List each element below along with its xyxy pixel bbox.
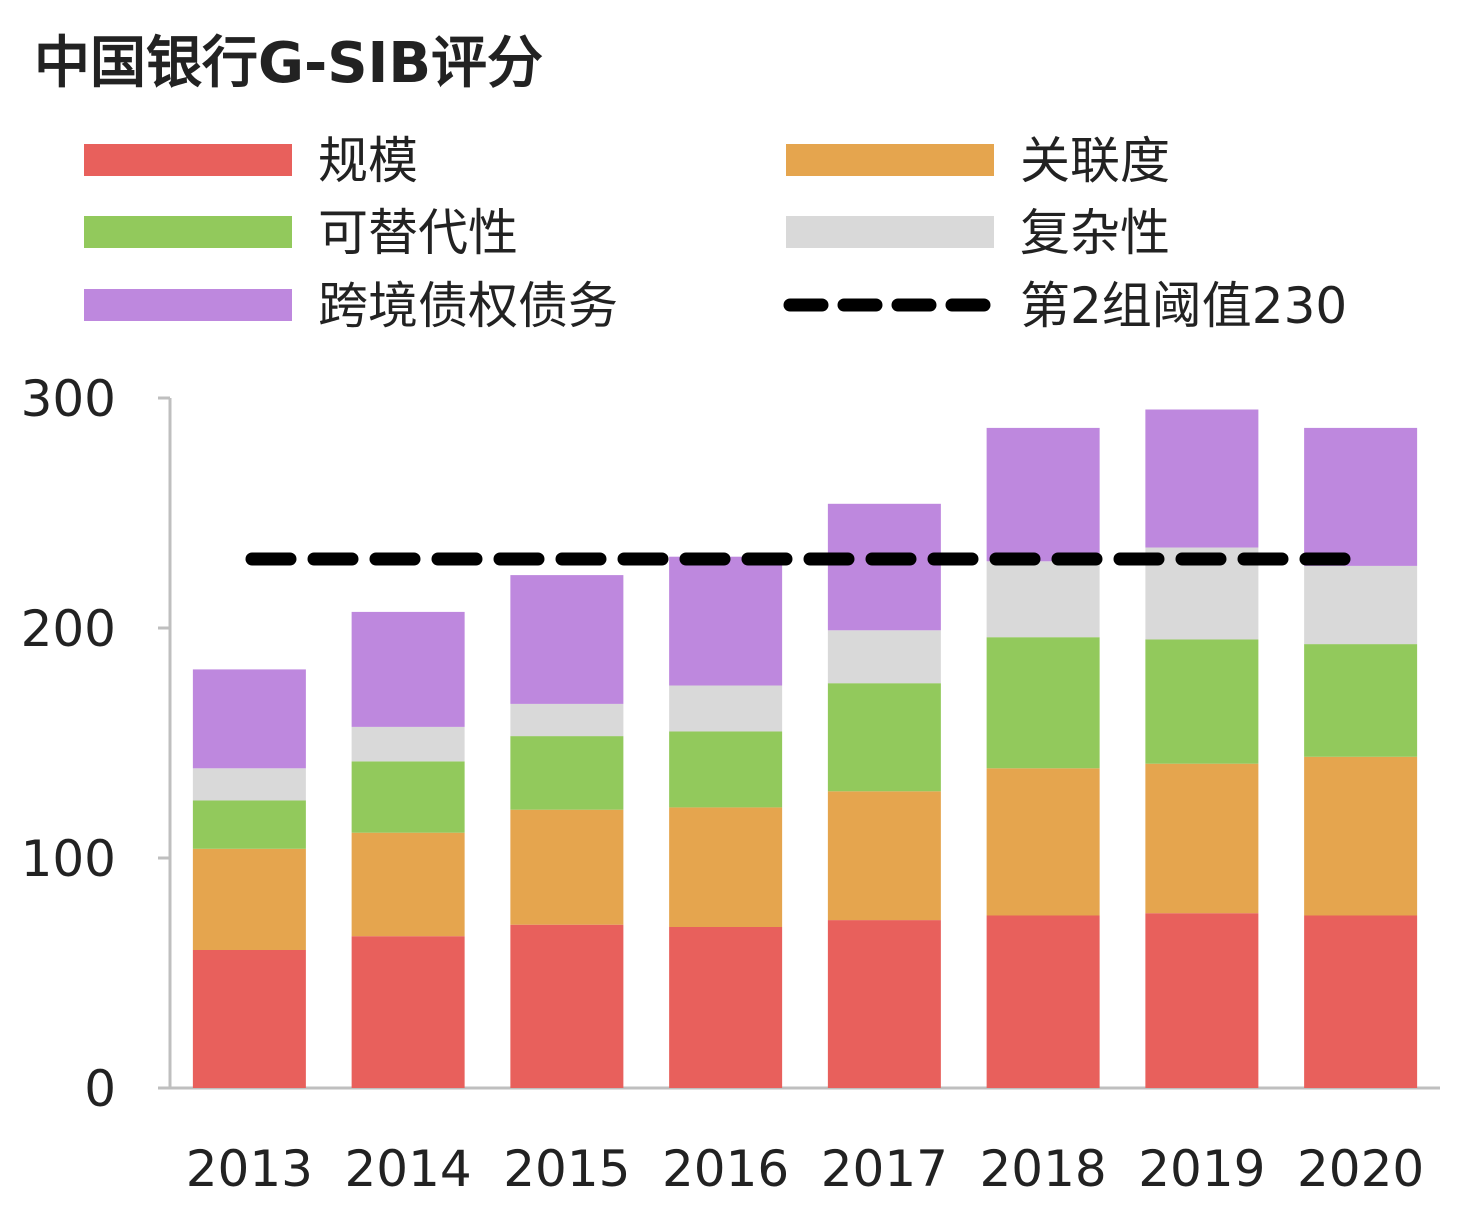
bar-segment (1304, 756, 1418, 916)
bar-segment (192, 800, 306, 849)
bar-segment (510, 736, 624, 810)
bar-segment (1304, 915, 1418, 1088)
bar-segment (192, 768, 306, 801)
bar-segment (669, 685, 783, 732)
bar-segment (986, 915, 1100, 1088)
bar-segment (827, 683, 941, 792)
bar-segment (192, 950, 306, 1088)
bar-segment (351, 832, 465, 937)
bar-segment (1145, 763, 1259, 914)
bar-segment (986, 768, 1100, 916)
bars (192, 409, 1418, 1088)
bar-segment (510, 809, 624, 925)
bar-segment (1304, 565, 1418, 645)
x-tick-label: 2013 (186, 1140, 313, 1198)
legend-label: 复杂性 (1020, 204, 1170, 262)
bar-segment (827, 791, 941, 921)
bar-segment (827, 630, 941, 684)
bar-segment (510, 924, 624, 1088)
x-tick-label: 2017 (821, 1140, 948, 1198)
legend-swatch (84, 289, 292, 321)
bar-segment (351, 936, 465, 1088)
axes: 0 100 200 300 2013 2014 2015 2016 2017 2018 2019 20… (21, 370, 1440, 1198)
bar-segment (1145, 639, 1259, 764)
y-tick-label: 200 (21, 600, 116, 658)
legend-swatch (786, 144, 994, 176)
y-tick-label: 0 (84, 1060, 116, 1118)
x-tick-label: 2014 (345, 1140, 472, 1198)
x-tick-label: 2019 (1138, 1140, 1265, 1198)
bar-segment (986, 637, 1100, 769)
bar-segment (1145, 913, 1259, 1088)
bar-segment (827, 920, 941, 1088)
legend-swatch (786, 216, 994, 248)
bar-segment (827, 503, 941, 631)
bar-segment (351, 611, 465, 727)
bar-segment (510, 703, 624, 737)
x-tick-label: 2015 (503, 1140, 630, 1198)
bar-segment (986, 561, 1100, 638)
bar-segment (1145, 409, 1259, 548)
bar-segment (1304, 427, 1418, 566)
x-tick-label: 2020 (1297, 1140, 1424, 1198)
legend-label: 可替代性 (318, 204, 518, 262)
bar-segment (192, 669, 306, 769)
chart-title: 中国银行G-SIB评分 (34, 31, 543, 96)
legend-label: 第2组阈值230 (1020, 277, 1347, 335)
x-tick-label: 2018 (980, 1140, 1107, 1198)
legend-label: 跨境债权债务 (318, 277, 618, 335)
bar-segment (669, 807, 783, 927)
bar-segment (510, 575, 624, 704)
y-tick-label: 300 (21, 370, 116, 428)
bar-segment (351, 726, 465, 762)
bar-segment (351, 761, 465, 833)
legend-label: 关联度 (1020, 132, 1170, 190)
bar-segment (669, 927, 783, 1088)
legend-swatch (84, 144, 292, 176)
bar-segment (986, 427, 1100, 562)
bar-segment (1304, 644, 1418, 757)
legend-swatch (84, 216, 292, 248)
y-tick-label: 100 (21, 830, 116, 888)
bar-segment (669, 556, 783, 686)
x-tick-label: 2016 (662, 1140, 789, 1198)
bar-segment (669, 731, 783, 808)
bar-segment (192, 848, 306, 950)
legend-label: 规模 (318, 132, 418, 190)
